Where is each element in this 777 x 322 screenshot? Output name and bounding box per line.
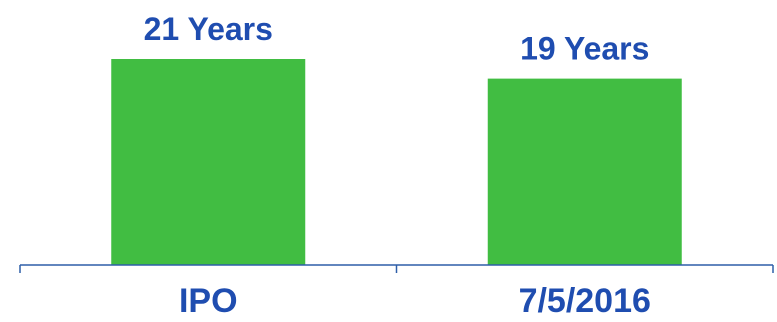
bar-data-label: 21 Years [144, 11, 273, 47]
x-axis-tick-label: IPO [179, 282, 238, 320]
x-axis-tick-labels: IPO 7/5/2016 [179, 282, 651, 320]
bar [487, 78, 682, 265]
data-labels-group: 21 Years 19 Years [144, 11, 650, 67]
x-axis [19, 264, 774, 273]
x-axis-tick-label: 7/5/2016 [519, 282, 651, 320]
x-axis-ticks [19, 265, 774, 273]
bars-group [111, 59, 682, 265]
bar-data-label: 19 Years [520, 31, 649, 67]
bar [111, 59, 306, 265]
